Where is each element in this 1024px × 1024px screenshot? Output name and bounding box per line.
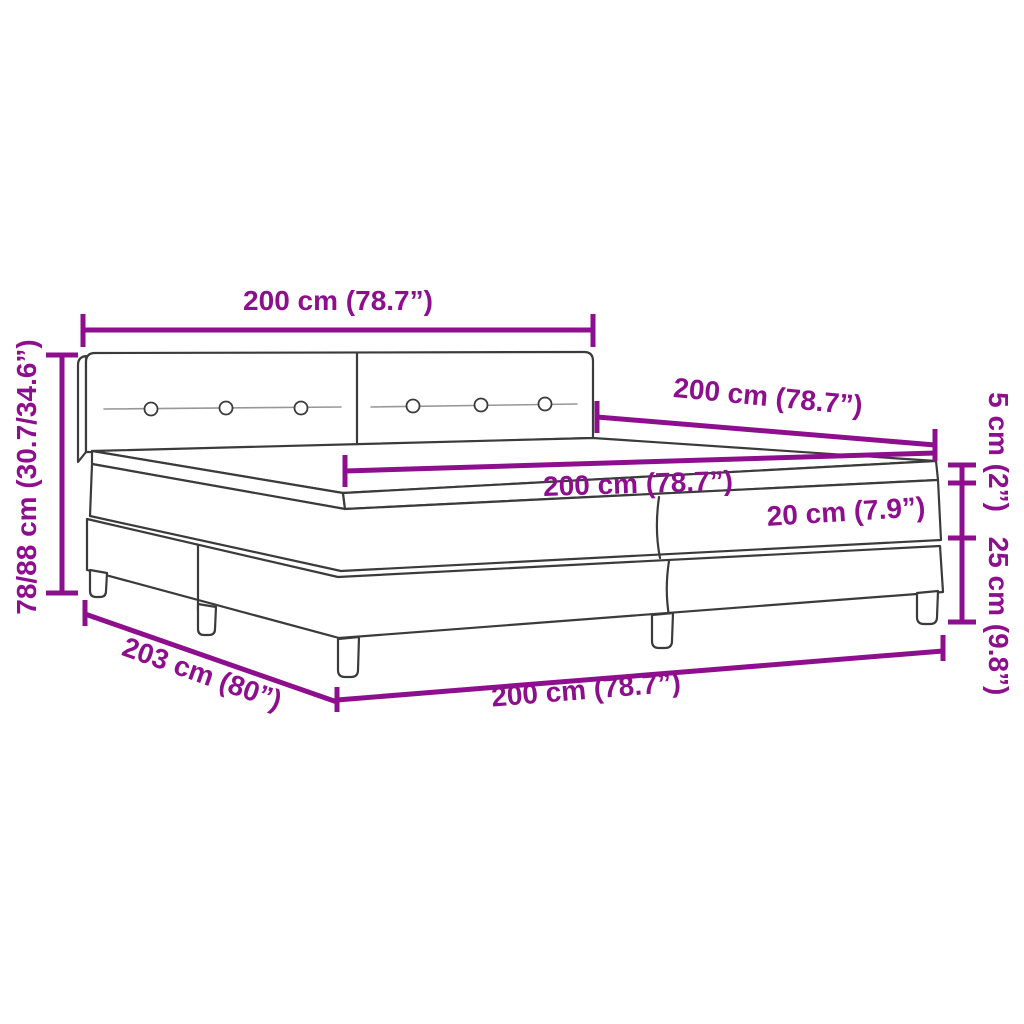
- dim-label-mattress-width: 200 cm (78.7”): [542, 465, 734, 502]
- bed-base: [85, 517, 945, 640]
- dim-total-height: [46, 352, 78, 596]
- dim-height-bracket-right: [948, 462, 976, 625]
- dim-label-base-height: 25 cm (9.8”): [983, 536, 1014, 696]
- dimension-lines: [46, 314, 976, 712]
- bed-legs: [88, 568, 940, 679]
- dim-bottom-width: [336, 635, 946, 703]
- dim-label-topper-height: 5 cm (2”): [983, 392, 1014, 512]
- dim-top-width: [80, 314, 596, 347]
- dim-depth: [594, 401, 938, 461]
- dim-mattress-width: [342, 450, 936, 487]
- dim-label-total-height: 78/88 cm (30.7/34.6”): [11, 339, 42, 615]
- mattress: [88, 462, 943, 573]
- tufting-buttons: [143, 396, 553, 417]
- headboard: [76, 350, 595, 464]
- dim-label-top-width: 200 cm (78.7”): [243, 285, 433, 316]
